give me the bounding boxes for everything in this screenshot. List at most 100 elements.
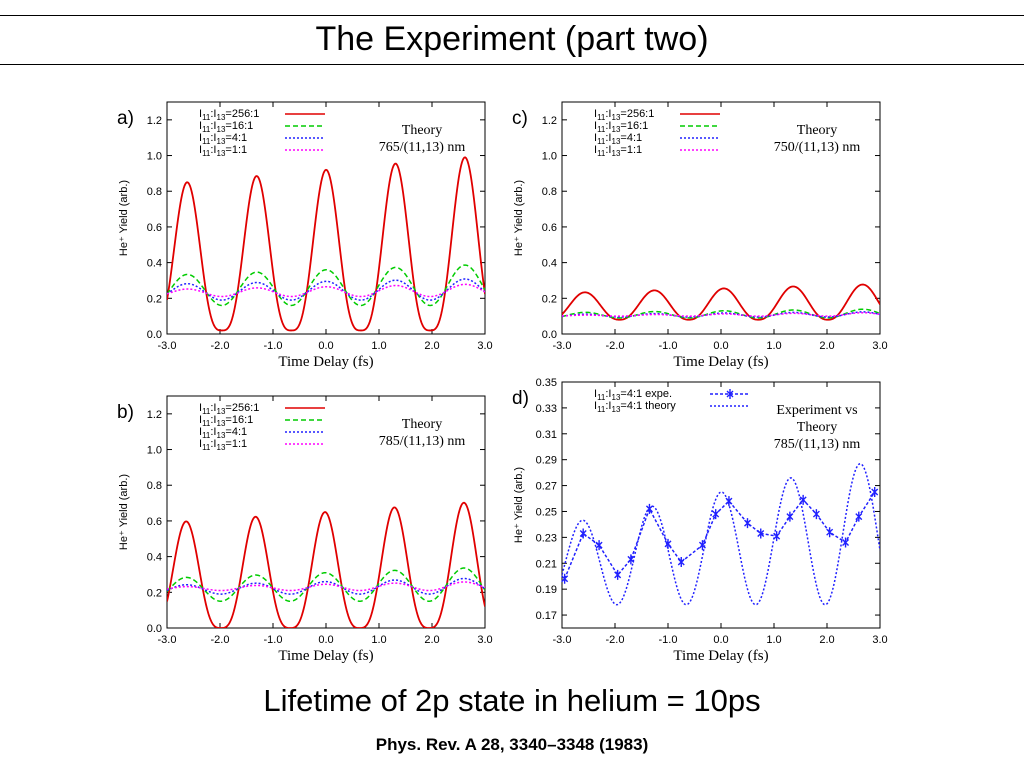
y-tick-label: 0.0 (542, 329, 557, 341)
x-tick-label: -2.0 (606, 340, 625, 352)
data-point (677, 556, 685, 567)
y-tick-label: 0.8 (147, 480, 162, 492)
data-point (826, 527, 834, 538)
y-tick-label: 0.8 (542, 186, 557, 198)
y-tick-label: 0.4 (542, 258, 557, 270)
x-tick-label: -2.0 (211, 634, 230, 646)
data-point (579, 528, 587, 539)
y-tick-label: 1.0 (147, 151, 162, 163)
data-point (855, 511, 863, 522)
series-line (167, 264, 485, 307)
chart-annotation: Theory (402, 123, 442, 138)
x-axis-label: Time Delay (fs) (278, 648, 373, 664)
series-line (167, 567, 485, 602)
chart-panel-c: c) -3.0 -2.0 -1.0 0.0 1.0 2.0 3.0 0.0 0.2 0.4 0.6 0.… (512, 101, 888, 370)
series-line (562, 283, 880, 321)
y-axis-label: He⁺ Yield (arb.) (118, 474, 130, 550)
y-tick-label: 0.21 (536, 558, 557, 570)
legend-entry: I11:I13=16:1 (199, 120, 253, 134)
y-tick-label: 0.6 (147, 516, 162, 528)
chart-annotation: 785/(11,13) nm (774, 437, 861, 452)
y-tick-label: 0.0 (147, 623, 162, 635)
x-tick-label: -3.0 (553, 340, 572, 352)
x-tick-label: 3.0 (477, 634, 492, 646)
x-tick-label: 2.0 (424, 634, 439, 646)
x-tick-label: 2.0 (819, 634, 834, 646)
y-tick-label: 0.33 (536, 403, 557, 415)
data-point (799, 494, 807, 505)
legend-entry: I11:I13=4:1 expe. (594, 388, 672, 402)
legend-entry: I11:I13=4:1 theory (594, 400, 676, 414)
y-tick-label: 0.25 (536, 506, 557, 518)
chart-annotation: Theory (797, 420, 837, 435)
x-axis-label: Time Delay (fs) (673, 354, 768, 370)
series-line (562, 311, 880, 317)
legend-entry: I11:I13=1:1 (199, 144, 247, 158)
y-tick-label: 0.35 (536, 377, 557, 389)
data-point (725, 496, 733, 507)
x-tick-label: 2.0 (819, 340, 834, 352)
series-line (167, 156, 485, 332)
data-point (757, 528, 765, 539)
chart-panel-b: b) -3.0 -2.0 -1.0 0.0 1.0 2.0 3.0 0.0 0.2 0.4 0.6 0.… (117, 395, 493, 664)
legend-entry: I11:I13=16:1 (594, 120, 648, 134)
chart-annotation: Theory (797, 123, 837, 138)
x-axis-label: Time Delay (fs) (278, 354, 373, 370)
x-tick-label: -1.0 (264, 634, 283, 646)
x-tick-label: 0.0 (318, 634, 333, 646)
chart-annotation: 750/(11,13) nm (774, 140, 861, 155)
chart-annotation: Experiment vs (776, 403, 857, 418)
panel-label: b) (117, 402, 134, 423)
y-tick-label: 0.4 (147, 552, 162, 564)
y-tick-label: 0.27 (536, 481, 557, 493)
lifetime-statement: Lifetime of 2p state in helium = 10ps (263, 683, 761, 718)
y-tick-label: 0.8 (147, 186, 162, 198)
y-tick-label: 0.0 (147, 329, 162, 341)
x-tick-label: 3.0 (477, 340, 492, 352)
panel-label: a) (117, 108, 134, 129)
x-tick-label: -2.0 (606, 634, 625, 646)
data-point (842, 537, 850, 548)
plot-frame (561, 381, 881, 629)
y-tick-label: 0.6 (542, 222, 557, 234)
y-tick-label: 1.2 (147, 409, 162, 421)
panel-label: d) (512, 388, 529, 409)
x-tick-label: 3.0 (872, 340, 887, 352)
legend-entry: I11:I13=256:1 (594, 108, 654, 122)
y-tick-label: 0.6 (147, 222, 162, 234)
y-tick-label: 0.19 (536, 584, 557, 596)
citation: Phys. Rev. A 28, 3340–3348 (1983) (375, 735, 649, 754)
title-underline (0, 64, 1024, 65)
x-tick-label: -1.0 (659, 340, 678, 352)
legend-entry: I11:I13=4:1 (199, 132, 247, 146)
y-tick-label: 0.2 (147, 587, 162, 599)
y-tick-label: 0.2 (542, 293, 557, 305)
legend-entry: I11:I13=1:1 (199, 438, 247, 452)
series-line (562, 462, 880, 606)
legend-entry: I11:I13=4:1 (594, 132, 642, 146)
data-point (595, 540, 603, 551)
data-point (712, 509, 720, 520)
y-tick-label: 1.0 (542, 151, 557, 163)
slide-title: The Experiment (part two) (315, 20, 709, 58)
x-axis-label: Time Delay (fs) (673, 648, 768, 664)
x-tick-label: 3.0 (872, 634, 887, 646)
y-tick-label: 0.4 (147, 258, 162, 270)
legend-marker (726, 389, 734, 399)
legend-entry: I11:I13=1:1 (594, 144, 642, 158)
y-tick-label: 1.2 (147, 115, 162, 127)
legend-entry: I11:I13=16:1 (199, 414, 253, 428)
chart-annotation: 765/(11,13) nm (379, 140, 466, 155)
y-axis-label: He⁺ Yield (arb.) (513, 180, 525, 256)
data-point (614, 569, 622, 580)
series-line (167, 581, 485, 592)
data-point (561, 573, 569, 584)
series-line (167, 278, 485, 301)
data-point (871, 487, 879, 498)
panel-label: c) (512, 108, 528, 129)
data-point (812, 509, 820, 520)
series-line (562, 308, 880, 319)
y-axis-label: He⁺ Yield (arb.) (118, 180, 130, 256)
y-tick-label: 0.31 (536, 429, 557, 441)
x-tick-label: -1.0 (264, 340, 283, 352)
